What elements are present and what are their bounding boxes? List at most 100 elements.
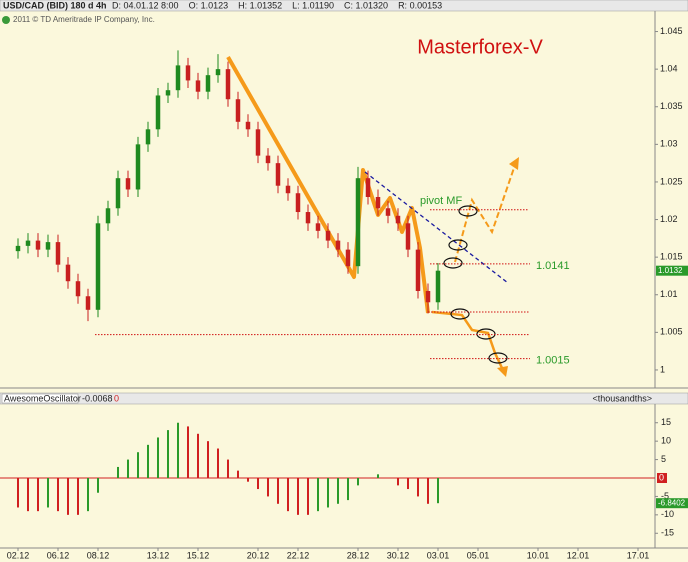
ellipse xyxy=(458,205,478,217)
osc-bar xyxy=(407,478,409,490)
candle-body xyxy=(405,223,411,250)
x-tick-label: 28.12 xyxy=(347,550,370,560)
candle-body xyxy=(255,129,261,156)
osc-bar xyxy=(167,430,169,478)
x-tick-label: 05.01 xyxy=(467,550,490,560)
arrow-head xyxy=(497,366,508,377)
x-tick-label: 10.01 xyxy=(527,550,550,560)
osc-bar xyxy=(197,433,199,478)
chart-title: USD/CAD (BID) 180 d 4h xyxy=(3,0,107,10)
y-tick-label: -15 xyxy=(661,528,674,538)
candle-body xyxy=(15,245,21,252)
osc-bar xyxy=(307,478,309,515)
osc-bar xyxy=(437,478,439,504)
candle-body xyxy=(185,65,191,81)
candle-body xyxy=(235,99,241,122)
osc-bar xyxy=(237,470,239,478)
projection-down xyxy=(431,310,504,369)
osc-bar xyxy=(377,474,379,478)
osc-bar xyxy=(127,459,129,478)
x-tick-label: 03.01 xyxy=(427,550,450,560)
osc-bar xyxy=(287,478,289,512)
osc-bar xyxy=(327,478,329,508)
candle-body xyxy=(315,223,321,231)
candle-body xyxy=(75,281,81,297)
osc-units: <thousandths> xyxy=(592,393,652,403)
candle-body xyxy=(115,178,121,209)
osc-bar xyxy=(57,478,59,512)
candle-body xyxy=(65,264,71,282)
header-info: L: 1.01190 xyxy=(292,0,334,10)
candle-body xyxy=(25,240,31,246)
osc-bar xyxy=(117,466,119,478)
candle-body xyxy=(215,69,221,76)
y-tick-label: 1.01 xyxy=(660,289,678,299)
candle-body xyxy=(205,75,211,92)
candle-body xyxy=(305,212,311,224)
last-value-label: -6.8402 xyxy=(658,498,686,507)
osc-bar xyxy=(337,478,339,504)
osc-bar xyxy=(97,478,99,493)
y-tick-label: 1.04 xyxy=(660,64,678,74)
level-label: 1.0141 xyxy=(536,260,570,272)
candle-body xyxy=(175,65,181,91)
osc-bar xyxy=(217,448,219,478)
osc-bar xyxy=(177,422,179,478)
candle-body xyxy=(285,185,291,194)
x-tick-label: 30.12 xyxy=(387,550,410,560)
trend-line xyxy=(364,171,509,284)
osc-bar xyxy=(67,478,69,515)
candle-body xyxy=(195,80,201,92)
candle-body xyxy=(275,163,281,186)
ellipse xyxy=(476,328,496,340)
candle-body xyxy=(105,208,111,224)
osc-bar xyxy=(397,478,399,486)
x-tick-label: 06.12 xyxy=(47,550,70,560)
copyright: 2011 © TD Ameritrade IP Company, Inc. xyxy=(13,15,155,24)
osc-bar xyxy=(317,478,319,512)
header-info: C: 1.01320 xyxy=(344,0,388,10)
ellipse xyxy=(450,308,470,320)
candle-body xyxy=(225,69,231,100)
candle-body xyxy=(245,121,251,130)
candle-body xyxy=(265,155,271,164)
candle-body xyxy=(95,223,101,310)
y-tick-label: 5 xyxy=(661,454,666,464)
osc-title-box xyxy=(1,393,79,404)
candle-body xyxy=(385,208,391,216)
candle-body xyxy=(365,178,371,197)
y-tick-label: 1 xyxy=(660,364,665,374)
last-value-box xyxy=(656,498,688,509)
osc-bar xyxy=(417,478,419,497)
x-tick-label: 15.12 xyxy=(187,550,210,560)
osc-title: AwesomeOscillator xyxy=(4,393,81,403)
candle-body xyxy=(375,196,381,209)
projection-up xyxy=(454,164,516,263)
x-tick-label: 13.12 xyxy=(147,550,170,560)
last-price-box xyxy=(656,265,688,276)
ellipse xyxy=(448,239,468,251)
candle-body xyxy=(345,249,351,267)
x-tick-label: 08.12 xyxy=(87,550,110,560)
x-tick-label: 17.01 xyxy=(627,550,650,560)
osc-bar xyxy=(357,478,359,486)
osc-bar xyxy=(277,478,279,504)
osc-bar xyxy=(267,478,269,497)
candle-body xyxy=(125,178,131,190)
brand: Masterforex-V xyxy=(417,36,543,58)
candle-body xyxy=(165,90,171,96)
osc-bar xyxy=(157,437,159,478)
candle-body xyxy=(135,144,141,190)
osc-bar xyxy=(47,478,49,508)
ellipse xyxy=(443,257,463,269)
candle-body xyxy=(45,242,51,250)
osc-bar xyxy=(17,478,19,508)
candle-body xyxy=(145,129,151,145)
y-tick-label: 1.025 xyxy=(660,176,683,186)
candle-body xyxy=(325,230,331,241)
header-info: D: 04.01.12 8:00 xyxy=(112,0,179,10)
y-tick-label: -10 xyxy=(661,509,674,519)
last-price-label: 1.0132 xyxy=(658,266,683,275)
